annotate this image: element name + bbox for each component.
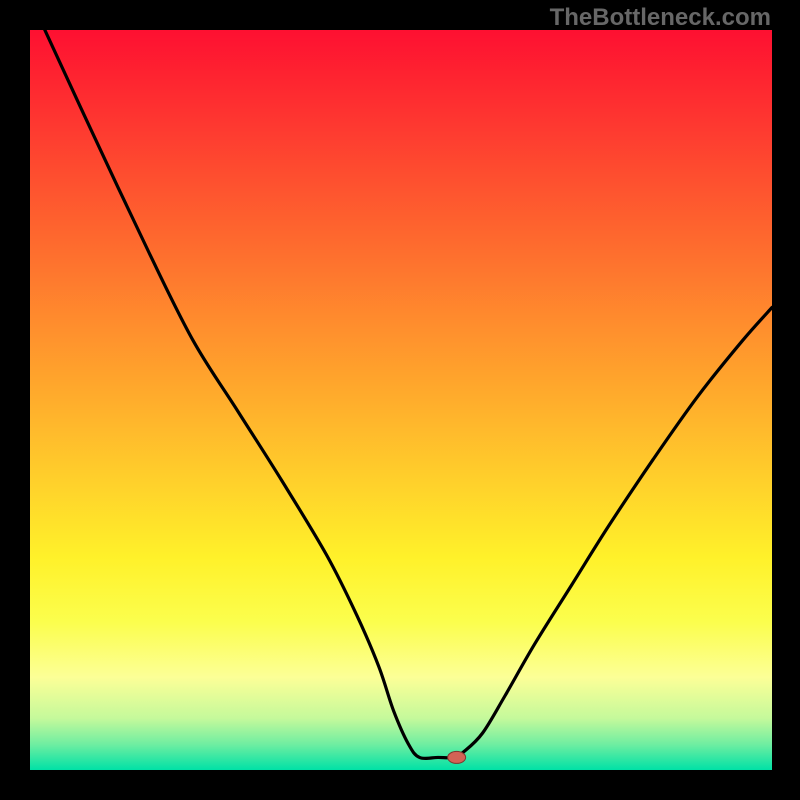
chart-frame: TheBottleneck.com [0,0,800,800]
bottleneck-curve [45,30,772,758]
optimal-point-marker [448,751,466,763]
plot-area [30,30,772,770]
watermark-text: TheBottleneck.com [550,4,771,32]
curve-overlay-svg [30,30,772,770]
